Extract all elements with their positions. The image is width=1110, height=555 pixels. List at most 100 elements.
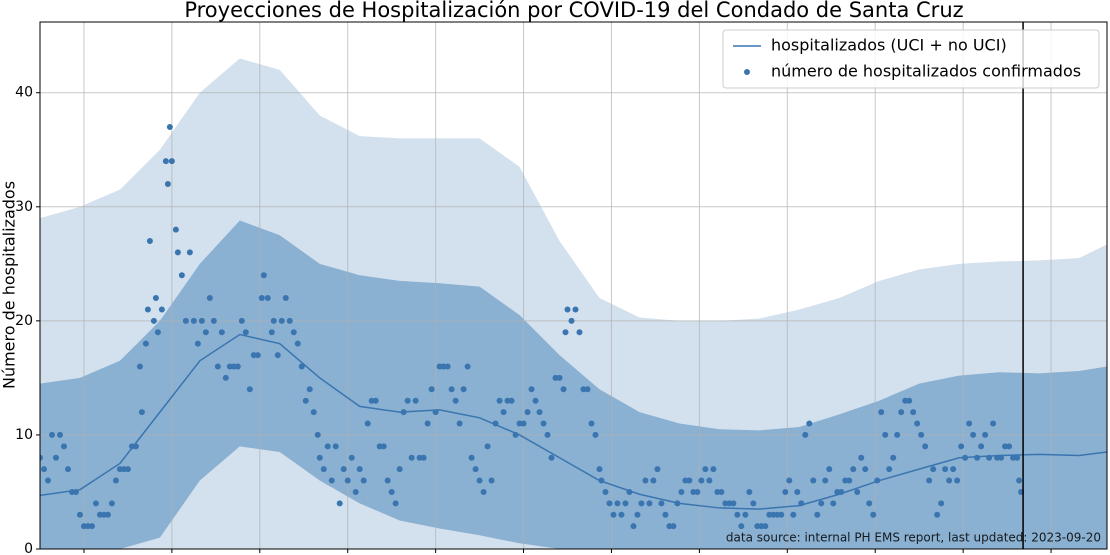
data-point xyxy=(298,363,305,370)
data-point xyxy=(472,466,479,473)
data-point xyxy=(488,477,495,484)
data-point xyxy=(162,158,169,165)
data-point xyxy=(324,443,331,450)
data-point xyxy=(958,443,965,450)
data-point xyxy=(702,466,709,473)
data-point xyxy=(332,443,339,450)
data-point xyxy=(268,329,275,336)
data-point xyxy=(934,511,941,518)
data-point xyxy=(150,317,157,324)
data-point xyxy=(380,443,387,450)
data-point xyxy=(158,306,165,313)
data-point xyxy=(190,317,197,324)
data-point xyxy=(500,409,507,416)
data-point xyxy=(626,488,633,495)
data-point xyxy=(762,523,769,530)
data-point xyxy=(40,454,43,461)
data-point xyxy=(104,511,111,518)
data-point xyxy=(520,420,527,427)
data-point xyxy=(906,397,913,404)
data-point xyxy=(576,329,583,336)
data-point xyxy=(710,466,717,473)
data-point xyxy=(698,477,705,484)
y-tick-label: 40 xyxy=(15,85,33,101)
data-point xyxy=(352,488,359,495)
data-point xyxy=(372,397,379,404)
data-point xyxy=(998,454,1005,461)
data-point xyxy=(882,431,889,438)
data-point xyxy=(878,409,885,416)
data-point xyxy=(142,340,149,347)
data-point xyxy=(392,500,399,507)
data-point xyxy=(588,420,595,427)
data-point xyxy=(218,329,225,336)
data-point xyxy=(986,454,993,461)
data-point xyxy=(618,511,625,518)
data-point xyxy=(154,329,161,336)
data-point xyxy=(528,386,535,393)
data-point xyxy=(476,477,483,484)
data-point xyxy=(584,386,591,393)
data-point xyxy=(214,363,221,370)
data-point xyxy=(174,249,181,256)
data-point xyxy=(568,317,575,324)
data-point xyxy=(178,272,185,279)
data-point xyxy=(610,511,617,518)
data-point xyxy=(164,180,171,187)
data-point xyxy=(444,363,451,370)
data-point xyxy=(662,511,669,518)
data-point xyxy=(914,420,921,427)
data-point xyxy=(420,454,427,461)
data-point xyxy=(112,477,119,484)
data-point xyxy=(854,488,861,495)
data-point xyxy=(492,420,499,427)
data-point xyxy=(862,466,869,473)
data-point xyxy=(202,329,209,336)
data-point xyxy=(630,523,637,530)
data-point xyxy=(942,466,949,473)
data-point xyxy=(858,454,865,461)
data-point xyxy=(136,363,143,370)
y-axis-label: Número de hospitalizados xyxy=(0,181,19,389)
data-point xyxy=(650,477,657,484)
data-point xyxy=(484,443,491,450)
data-point xyxy=(88,523,95,530)
model-line xyxy=(40,333,1107,510)
data-point xyxy=(598,477,605,484)
data-point xyxy=(364,420,371,427)
data-point xyxy=(234,363,241,370)
data-point xyxy=(246,386,253,393)
data-point xyxy=(734,511,741,518)
data-point xyxy=(194,340,201,347)
data-point xyxy=(850,466,857,473)
data-point xyxy=(990,420,997,427)
data-point xyxy=(926,477,933,484)
data-point xyxy=(424,420,431,427)
data-point xyxy=(278,317,285,324)
data-point xyxy=(310,409,317,416)
data-point xyxy=(782,488,789,495)
data-point xyxy=(790,511,797,518)
data-point xyxy=(388,488,395,495)
y-tick-label: 0 xyxy=(24,541,33,555)
data-point xyxy=(452,397,459,404)
data-point xyxy=(132,443,139,450)
data-point xyxy=(348,454,355,461)
data-point xyxy=(400,409,407,416)
data-point xyxy=(560,386,567,393)
data-point xyxy=(48,431,55,438)
data-point xyxy=(172,226,179,233)
data-point xyxy=(44,477,51,484)
data-point xyxy=(898,409,905,416)
data-point xyxy=(254,352,261,359)
data-point xyxy=(874,477,881,484)
data-point xyxy=(638,500,645,507)
data-point xyxy=(846,477,853,484)
data-point xyxy=(1014,454,1021,461)
data-point xyxy=(286,317,293,324)
data-point xyxy=(396,466,403,473)
data-point xyxy=(794,488,801,495)
data-point xyxy=(946,477,953,484)
data-point xyxy=(886,466,893,473)
data-point xyxy=(818,500,825,507)
